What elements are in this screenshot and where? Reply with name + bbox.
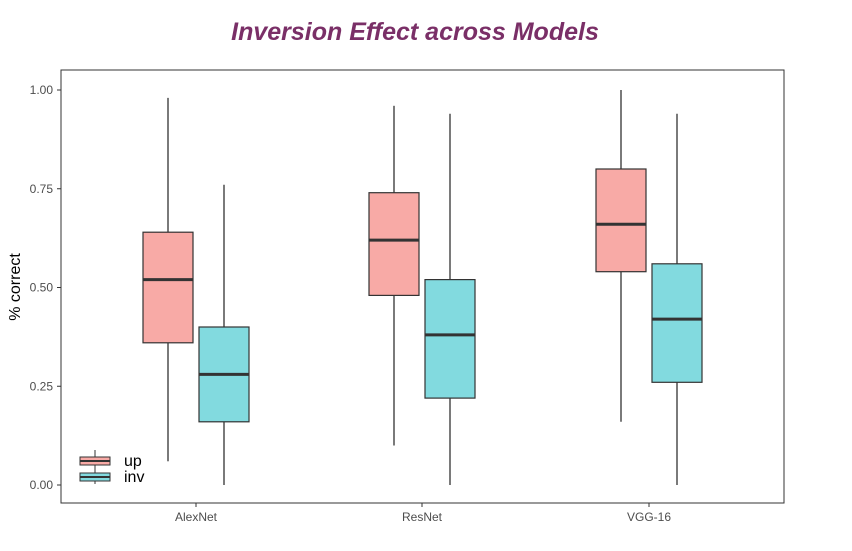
legend-entry-inv: inv	[79, 466, 144, 486]
legend-label: up	[124, 453, 142, 470]
y-tick-label: 0.75	[30, 182, 54, 196]
y-axis: 0.00 0.25 0.50 0.75 1.00	[30, 83, 61, 492]
x-tick-label: AlexNet	[175, 510, 218, 524]
box-inv-vgg-16	[651, 113, 703, 485]
box-iqr	[368, 192, 420, 296]
y-tick-label: 0.25	[30, 379, 54, 393]
y-tick-label: 1.00	[30, 83, 54, 97]
box-inv-resnet	[424, 113, 476, 485]
box-up-vgg-16	[595, 90, 647, 422]
box-plots	[142, 90, 703, 485]
box-iqr	[424, 279, 476, 399]
y-tick-label: 0.50	[30, 281, 54, 295]
x-tick-label: VGG-16	[627, 510, 671, 524]
legend-label: inv	[124, 469, 144, 486]
y-axis-label: % correct	[7, 253, 24, 321]
box-iqr	[595, 168, 647, 273]
box-iqr	[142, 231, 194, 344]
box-up-alexnet	[142, 97, 194, 462]
legend-entry-up: up	[79, 450, 142, 470]
box-inv-alexnet	[198, 184, 250, 485]
box-iqr	[651, 263, 703, 383]
y-tick-label: 0.00	[30, 478, 54, 492]
box-up-resnet	[368, 105, 420, 446]
x-axis: AlexNet ResNet VGG-16	[175, 503, 671, 524]
chart-title: Inversion Effect across Models	[231, 18, 599, 46]
x-tick-label: ResNet	[402, 510, 443, 524]
